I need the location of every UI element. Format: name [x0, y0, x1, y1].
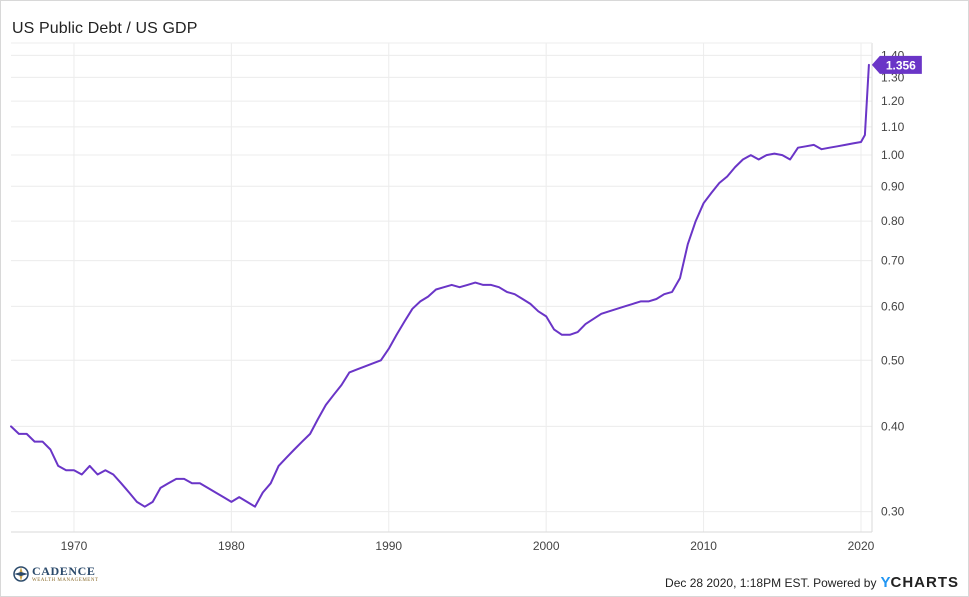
y-tick-label: 0.50 — [881, 353, 905, 367]
ycharts-logo-y[interactable]: Y — [880, 574, 891, 591]
chart-title: US Public Debt / US GDP — [12, 20, 198, 37]
timestamp-text: Dec 28 2020, 1:18PM EST. Powered by — [665, 575, 877, 590]
x-axis: 1970 1980 1990 2000 2010 2020 — [61, 539, 875, 553]
grid-lines — [11, 42, 873, 533]
y-tick-label: 0.30 — [881, 505, 905, 519]
y-tick-label: 0.40 — [881, 419, 905, 433]
y-tick-label: 0.90 — [881, 179, 905, 193]
y-tick-label: 1.20 — [881, 94, 905, 108]
y-tick-label: 0.60 — [881, 299, 905, 313]
y-tick-label: 0.70 — [881, 254, 905, 268]
last-value-badge-bg — [871, 55, 922, 74]
x-tick-label: 2000 — [533, 539, 560, 553]
x-tick-label: 2010 — [690, 539, 717, 553]
footer-attribution: Dec 28 2020, 1:18PM EST. Powered by Y CHA… — [665, 574, 959, 591]
y-axis: 0.30 0.40 0.50 0.60 0.70 0.80 0.90 1.00 1.10 1.20… — [881, 48, 905, 518]
y-tick-label: 1.10 — [881, 120, 905, 134]
logo-subtitle: WEALTH MANAGEMENT — [32, 578, 99, 583]
x-tick-label: 2020 — [848, 539, 875, 553]
y-tick-label: 0.80 — [881, 214, 905, 228]
x-tick-label: 1970 — [61, 539, 88, 553]
cadence-logo: CADENCE WEALTH MANAGEMENT — [12, 563, 122, 587]
x-tick-label: 1990 — [375, 539, 402, 553]
y-tick-label: 1.00 — [881, 148, 905, 162]
last-value-label: 1.356 — [886, 58, 916, 72]
logo-name: CADENCE — [32, 564, 96, 578]
series-group — [10, 63, 870, 508]
ycharts-logo-text[interactable]: CHARTS — [890, 574, 959, 591]
series-line — [10, 63, 870, 508]
last-value-badge: 1.356 — [871, 55, 922, 74]
x-tick-label: 1980 — [218, 539, 245, 553]
compass-icon — [13, 566, 29, 582]
